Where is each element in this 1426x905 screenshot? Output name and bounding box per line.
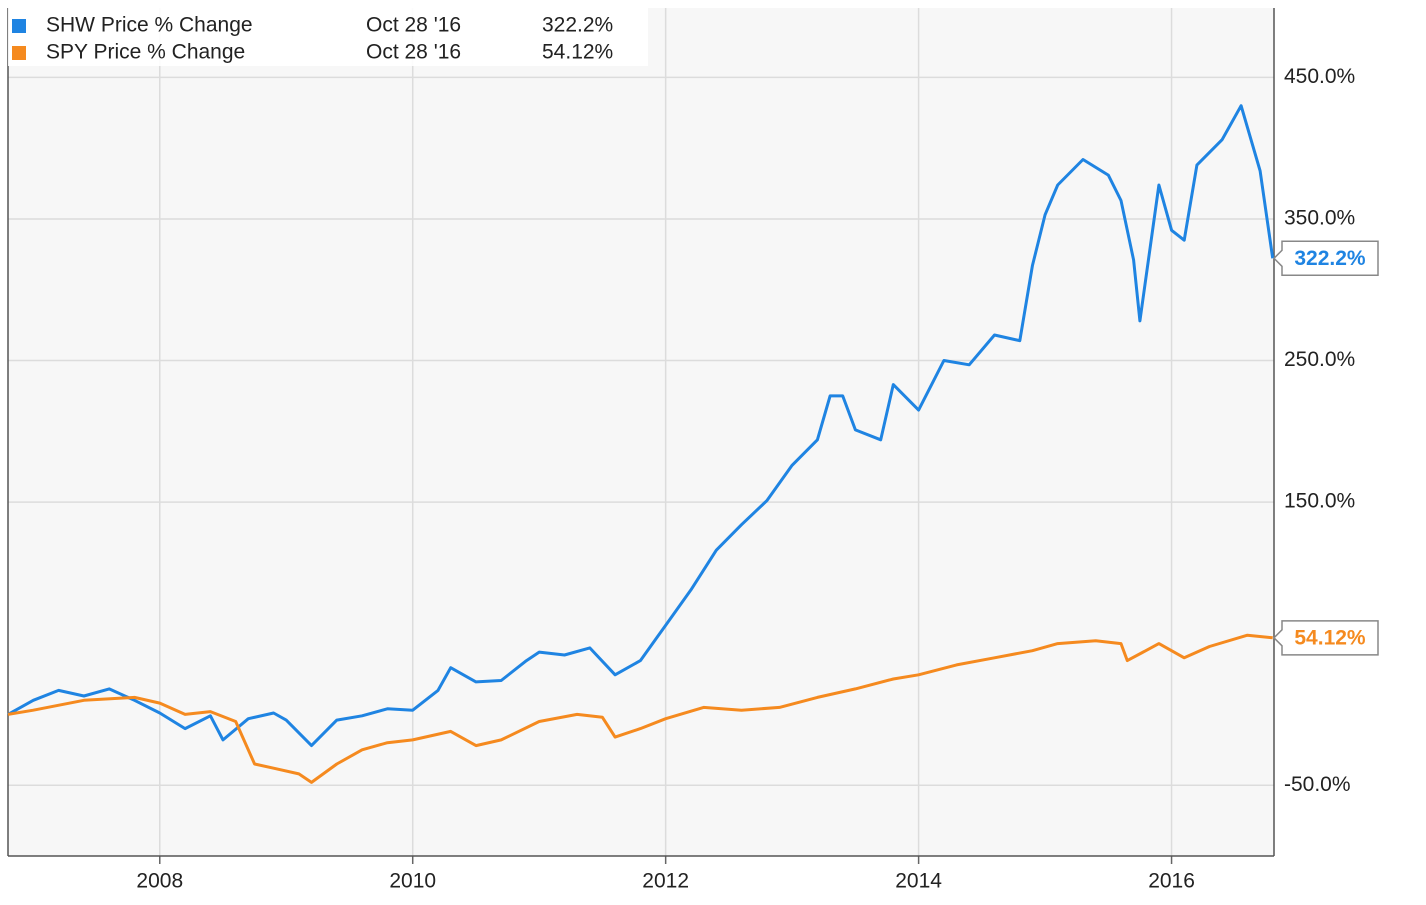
y-tick-label: 450.0%: [1284, 65, 1355, 88]
end-label: 322.2%: [1294, 247, 1366, 270]
legend-swatch: [12, 46, 26, 60]
end-flag: [1272, 240, 1379, 277]
legend-box: [8, 8, 648, 66]
x-tick-label: 2012: [642, 870, 689, 893]
series-line: [7, 633, 1273, 784]
legend-name: SPY Price % Change: [46, 41, 245, 64]
y-tick-label: -50.0%: [1284, 773, 1351, 796]
y-tick-label: 250.0%: [1284, 348, 1355, 371]
x-tick-label: 2014: [895, 870, 942, 893]
legend-value: 54.12%: [542, 41, 613, 64]
end-flag: [1272, 620, 1379, 656]
x-tick-label: 2010: [389, 870, 436, 893]
legend-swatch: [12, 19, 26, 33]
y-tick-label: 350.0%: [1284, 206, 1355, 229]
series-line: [7, 104, 1275, 748]
x-tick-label: 2008: [136, 870, 183, 893]
end-label: 54.12%: [1294, 626, 1366, 649]
legend-value: 322.2%: [542, 14, 613, 37]
legend-date: Oct 28 '16: [366, 41, 461, 64]
legend-date: Oct 28 '16: [366, 14, 461, 37]
legend-name: SHW Price % Change: [46, 14, 253, 37]
y-tick-label: 150.0%: [1284, 490, 1355, 513]
x-tick-label: 2016: [1148, 870, 1195, 893]
